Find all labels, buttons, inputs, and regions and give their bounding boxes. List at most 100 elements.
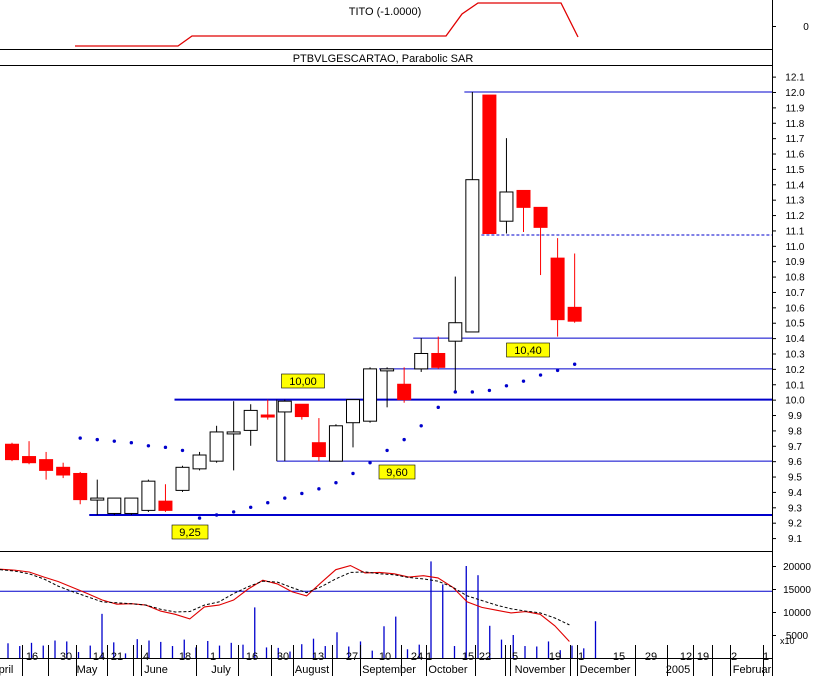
date-label: 1: [763, 651, 769, 663]
candle-body: [141, 480, 156, 511]
date-label: 2005: [666, 664, 690, 676]
level-label-box: [171, 524, 209, 540]
date-label: September: [362, 664, 416, 676]
sar-dot: [436, 405, 440, 410]
support-resistance-lines: [89, 91, 772, 516]
price-tick-label: 11.2: [786, 211, 805, 222]
price-tick-label: 9.1: [788, 534, 802, 545]
date-label: 30: [277, 651, 289, 663]
volume-tick-label: 5000: [786, 631, 809, 642]
date-label: 19: [549, 651, 561, 663]
candle-body: [124, 497, 139, 514]
candle-body: [380, 368, 395, 372]
date-label: 10: [379, 651, 391, 663]
sar-dot: [334, 480, 338, 485]
date-label: August: [295, 664, 329, 676]
sar-dot: [317, 487, 321, 491]
candle-body: [158, 500, 173, 511]
price-tick-label: 10.8: [785, 273, 805, 284]
date-label: 14: [93, 651, 105, 663]
sar-dot: [538, 373, 543, 377]
date-label: 1: [578, 651, 584, 663]
price-tick-label: 12.1: [785, 73, 805, 84]
date-label: 27: [346, 651, 358, 663]
sar-dot: [453, 390, 457, 394]
candle-body: [482, 94, 497, 235]
date-label: 19: [697, 651, 709, 663]
sar-dot: [95, 437, 99, 442]
candle-body: [311, 442, 326, 458]
date-label: 4: [143, 651, 149, 663]
candle-body: [567, 306, 582, 322]
price-tick-label: 12.0: [785, 88, 805, 99]
level-label-box: [281, 373, 325, 389]
level-labels: 10,40 10,00 9,60 9,25: [171, 342, 550, 540]
price-tick-label: 11.1: [786, 226, 805, 237]
volume-signal-line: [0, 569, 570, 626]
candle-body: [243, 409, 258, 431]
candle-body: [516, 189, 531, 208]
date-label: 21: [111, 651, 123, 663]
candle-body: [107, 497, 122, 514]
level-label-box: [506, 342, 550, 358]
candle-body: [90, 497, 105, 501]
indicator-line: [75, 2, 579, 47]
date-label: June: [144, 664, 168, 676]
date-label: 24: [411, 651, 423, 663]
price-tick-label: 9.3: [788, 503, 802, 514]
date-label: December: [580, 664, 631, 676]
sar-dot: [572, 362, 577, 366]
sar-dot: [300, 491, 304, 496]
sar-dot: [231, 510, 236, 514]
date-label: 15: [613, 651, 625, 663]
date-label: Februar: [733, 664, 772, 676]
sar-dot: [470, 390, 475, 394]
indicator-panel: TITO (-1.0000) 0: [75, 2, 809, 47]
volume-average-line: [0, 564, 570, 642]
sar-dot: [197, 516, 202, 520]
price-tick-label: 9.7: [788, 442, 802, 453]
candle-body: [431, 352, 446, 368]
price-tick-label: 10.7: [785, 288, 805, 299]
sar-dot: [266, 500, 270, 505]
price-tick-label: 9.4: [788, 488, 802, 499]
candle-body: [499, 191, 514, 222]
volume-axis: 20000 15000 10000 5000: [772, 562, 811, 642]
price-tick-label: 11.6: [786, 150, 805, 161]
candle-body: [192, 454, 207, 470]
date-label: 29: [645, 651, 657, 663]
sar-dot: [163, 445, 168, 450]
level-label: 10,00: [289, 376, 317, 388]
volume-tick-label: 15000: [783, 585, 811, 596]
date-label: 5: [512, 651, 518, 663]
candle-body: [39, 459, 54, 471]
date-label: 12: [680, 651, 692, 663]
price-tick-label: 11.4: [786, 180, 805, 191]
candle-body: [465, 179, 480, 333]
sar-dot: [368, 461, 372, 465]
volume-panel: [0, 561, 772, 658]
candle-body: [209, 431, 224, 462]
price-tick-label: 11.8: [786, 119, 805, 130]
candle-body: [56, 466, 71, 476]
sar-dot: [249, 505, 253, 510]
volume-tick-label: 10000: [783, 608, 811, 619]
candle-body: [22, 456, 37, 464]
price-tick-label: 9.6: [788, 457, 802, 468]
price-tick-label: 11.3: [786, 196, 805, 207]
date-label: 2: [731, 651, 737, 663]
date-label: 15: [462, 651, 474, 663]
sar-dot: [283, 496, 287, 500]
date-label: May: [77, 664, 98, 676]
price-axis: 12.1 12.0 11.9 11.8 11.7 11.6 11.5 11.4 11.3 11.2…: [772, 73, 805, 545]
level-label-box: [378, 464, 416, 480]
indicator-title: TITO (-1.0000): [349, 6, 422, 18]
candle-body: [397, 383, 412, 401]
sar-dot: [78, 436, 82, 440]
price-tick-label: 10.6: [785, 303, 805, 314]
date-label: November: [515, 664, 566, 676]
sar-dot: [555, 368, 560, 373]
date-label: pril: [0, 664, 13, 676]
date-label: 16: [246, 651, 258, 663]
